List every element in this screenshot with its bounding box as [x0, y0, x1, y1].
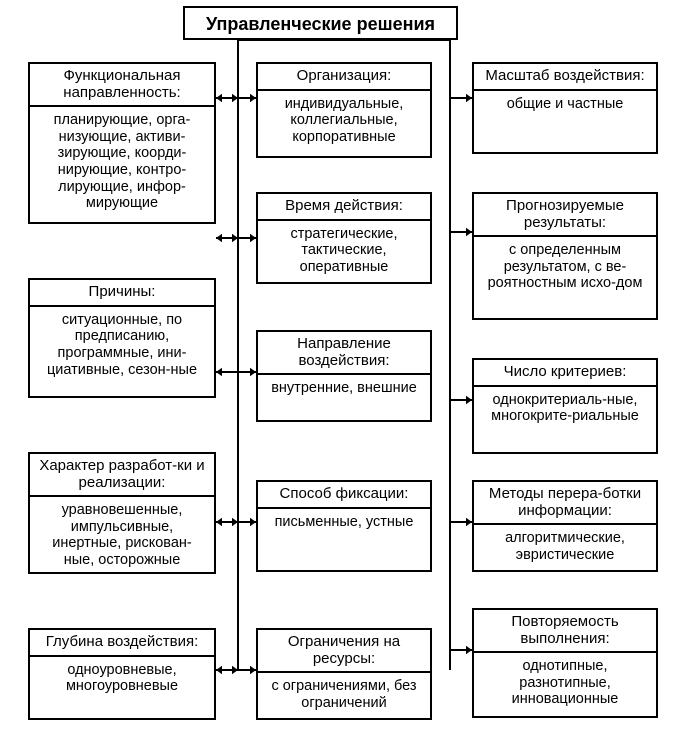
node-head: Повторяемость выполнения: — [474, 610, 656, 653]
node-c3: Направление воздействия:внутренние, внеш… — [256, 330, 432, 422]
node-l1: Функциональная направленность:планирующи… — [28, 62, 216, 224]
node-body: стратегические, тактические, оперативные — [258, 221, 430, 281]
node-head: Организация: — [258, 64, 430, 91]
node-head: Ограничения на ресурсы: — [258, 630, 430, 673]
node-head: Число критериев: — [474, 360, 656, 387]
node-body: с ограничениями, без ограничений — [258, 673, 430, 716]
root-title-text: Управленческие решения — [206, 14, 435, 34]
node-c5: Ограничения на ресурсы:с ограничениями, … — [256, 628, 432, 720]
node-head: Методы перера-ботки информации: — [474, 482, 656, 525]
node-body: алгоритмические, эвристические — [474, 525, 656, 568]
root-title: Управленческие решения — [183, 6, 458, 40]
node-head: Причины: — [30, 280, 214, 307]
node-body: общие и частные — [474, 91, 656, 118]
node-c1: Организация:индивидуальные, коллегиальны… — [256, 62, 432, 158]
node-r2: Прогнозируемые результаты:с определенным… — [472, 192, 658, 320]
node-l2: Причины:ситуационные, по предписанию, пр… — [28, 278, 216, 398]
node-l3: Характер разработ-ки и реализации:уравно… — [28, 452, 216, 574]
node-body: индивидуальные, коллегиальные, корпорати… — [258, 91, 430, 151]
node-body: однокритериаль-ные, многокрите-риальные — [474, 387, 656, 430]
node-head: Направление воздействия: — [258, 332, 430, 375]
node-body: внутренние, внешние — [258, 375, 430, 402]
node-r4: Методы перера-ботки информации:алгоритми… — [472, 480, 658, 572]
node-c2: Время действия:стратегические, тактическ… — [256, 192, 432, 284]
node-c4: Способ фиксации:письменные, устные — [256, 480, 432, 572]
node-head: Способ фиксации: — [258, 482, 430, 509]
node-l4: Глубина воздействия:одноуровневые, много… — [28, 628, 216, 720]
node-body: письменные, устные — [258, 509, 430, 536]
node-head: Масштаб воздействия: — [474, 64, 656, 91]
node-head: Функциональная направленность: — [30, 64, 214, 107]
node-body: планирующие, орга-низующие, активи-зирую… — [30, 107, 214, 217]
node-r1: Масштаб воздействия:общие и частные — [472, 62, 658, 154]
node-head: Время действия: — [258, 194, 430, 221]
node-head: Глубина воздействия: — [30, 630, 214, 657]
node-body: однотипные, разнотипные, инновационные — [474, 653, 656, 713]
node-head: Характер разработ-ки и реализации: — [30, 454, 214, 497]
node-body: одноуровневые, многоуровневые — [30, 657, 214, 700]
node-body: уравновешенные, импульсивные, инертные, … — [30, 497, 214, 574]
node-body: ситуационные, по предписанию, программны… — [30, 307, 214, 384]
node-head: Прогнозируемые результаты: — [474, 194, 656, 237]
node-r3: Число критериев:однокритериаль-ные, мног… — [472, 358, 658, 454]
node-body: с определенным результатом, с ве-роятнос… — [474, 237, 656, 297]
node-r5: Повторяемость выполнения:однотипные, раз… — [472, 608, 658, 718]
